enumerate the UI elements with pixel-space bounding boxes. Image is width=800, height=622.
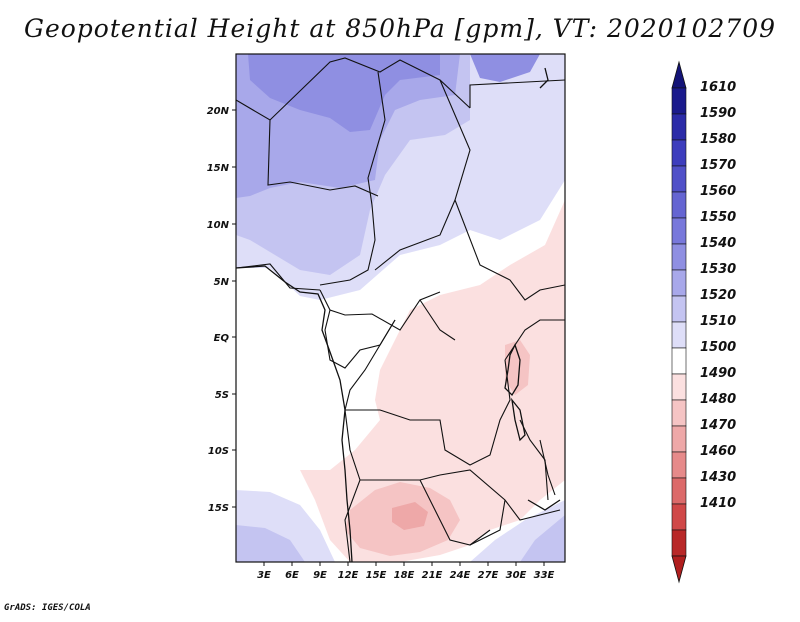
colorbar-label: 1430 (700, 470, 737, 485)
colorbar-swatch (671, 165, 687, 193)
lat-label: 20N (207, 106, 230, 117)
colorbar-swatch (671, 87, 687, 115)
lat-labels: 20N 15N 10N 5N EQ 5S 10S 15S (207, 106, 230, 514)
colorbar-swatch (671, 191, 687, 219)
colorbar-swatch (671, 243, 687, 271)
lat-label: 15S (208, 503, 229, 514)
colorbar-swatch (671, 321, 687, 349)
colorbar-swatch (671, 113, 687, 141)
map-frame (235, 53, 566, 563)
colorbar-swatch (671, 217, 687, 245)
colorbar-swatch (671, 347, 687, 375)
contour-1530-south (236, 525, 305, 562)
lon-label: 9E (313, 570, 327, 581)
map-title: Geopotential Height at 850hPa [gpm], VT:… (23, 14, 777, 43)
colorbar-label: 1570 (700, 158, 737, 173)
lat-label: EQ (214, 333, 230, 344)
lon-label: 18E (394, 570, 415, 581)
colorbar-label: 1610 (700, 80, 737, 95)
colorbar-label: 1410 (700, 496, 737, 511)
colorbar-swatch (671, 529, 687, 557)
colorbar-swatch (671, 139, 687, 167)
country-borders (236, 57, 565, 562)
grads-credit: GrADS: IGES/COLA (4, 603, 91, 613)
colorbar-label: 1590 (700, 106, 737, 121)
colorbar-label: 1500 (700, 340, 737, 355)
lon-label: 15E (366, 570, 387, 581)
lat-label: 5S (215, 390, 229, 401)
height-field (236, 54, 565, 562)
lon-label: 12E (338, 570, 359, 581)
colorbar-label: 1580 (700, 132, 737, 147)
lat-label: 5N (214, 277, 230, 288)
lat-label: 10N (207, 220, 230, 231)
lat-label: 15N (207, 163, 230, 174)
colorbar-label: 1510 (700, 314, 737, 329)
lon-label: 3E (257, 570, 271, 581)
lat-label: 10S (208, 446, 229, 457)
colorbar-top-arrow (671, 60, 687, 89)
contour-1550-b (470, 54, 540, 82)
colorbar-swatch (671, 425, 687, 453)
lon-label: 6E (285, 570, 299, 581)
lon-label: 27E (478, 570, 499, 581)
colorbar-label: 1560 (700, 184, 737, 199)
colorbar-label: 1480 (700, 392, 737, 407)
contour-1550 (248, 54, 440, 132)
colorbar-swatch (671, 269, 687, 297)
colorbar-label: 1520 (700, 288, 737, 303)
coastline (236, 67, 561, 562)
contour-1500 (300, 200, 565, 562)
colorbar-label: 1530 (700, 262, 737, 277)
colorbar-swatch (671, 295, 687, 323)
colorbar-label: 1550 (700, 210, 737, 225)
contour-1530-se (520, 515, 565, 562)
colorbar-swatch (671, 451, 687, 479)
colorbar-swatch (671, 477, 687, 505)
colorbar-swatch (671, 399, 687, 427)
colorbar-label: 1540 (700, 236, 737, 251)
colorbar-swatch (671, 373, 687, 401)
axis-ticks (232, 109, 545, 566)
lon-labels: 3E 6E 9E 12E 15E 18E 21E 24E 27E 30E 33E (257, 570, 554, 581)
colorbar (671, 60, 687, 584)
colorbar-swatch (671, 503, 687, 531)
colorbar-label: 1460 (700, 444, 737, 459)
lon-label: 30E (506, 570, 527, 581)
lon-label: 33E (534, 570, 555, 581)
colorbar-label: 1490 (700, 366, 737, 381)
contour-1480 (392, 502, 428, 530)
lon-label: 21E (422, 570, 443, 581)
colorbar-label: 1470 (700, 418, 737, 433)
lon-label: 24E (450, 570, 471, 581)
colorbar-bottom-arrow (671, 555, 687, 584)
